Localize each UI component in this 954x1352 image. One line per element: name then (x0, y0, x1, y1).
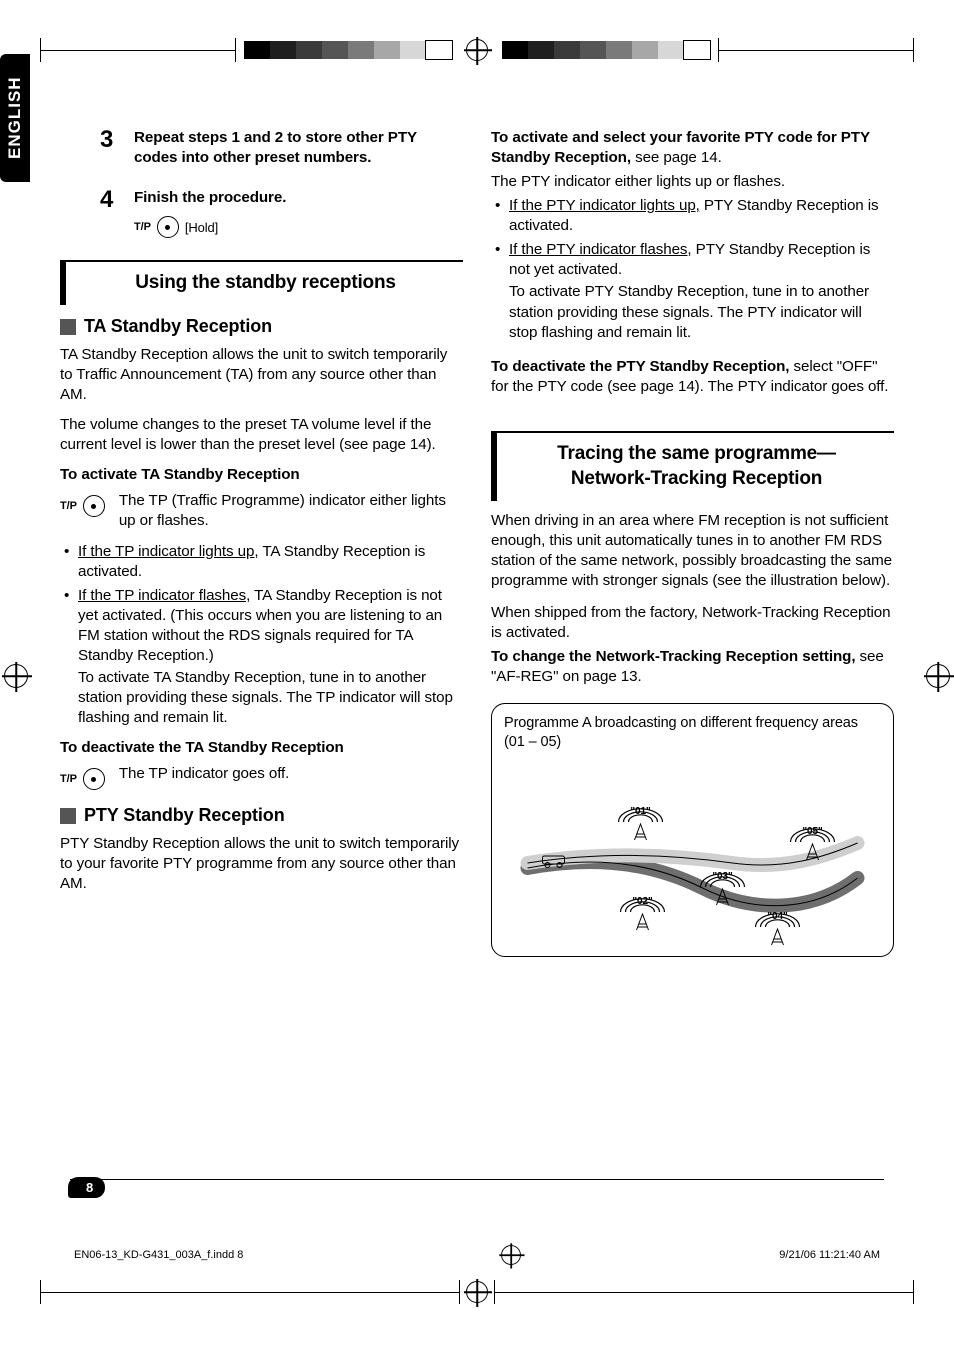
body-text: To activate TA Standby Reception, tune i… (78, 668, 463, 728)
section-standby-receptions: Using the standby receptions (60, 260, 463, 305)
subhead-ta: TA Standby Reception (60, 315, 463, 339)
color-swatches-left (244, 41, 452, 59)
diagram-svg: "01" "02" "03" "04" "05" (504, 758, 881, 948)
square-bullet-icon (60, 319, 76, 335)
body-text: The PTY indicator either lights up or fl… (491, 172, 894, 192)
svg-text:"03": "03" (712, 871, 733, 882)
button-icon (83, 495, 105, 517)
color-swatches-right (502, 41, 710, 59)
body-text: When shipped from the factory, Network-T… (491, 603, 894, 643)
list-item: If the PTY indicator flashes, PTY Standb… (491, 240, 894, 342)
frequency-diagram: Programme A broadcasting on different fr… (491, 703, 894, 957)
underlined-text: If the PTY indicator flashes, (509, 241, 692, 258)
footer-timestamp: 9/21/06 11:21:40 AM (779, 1249, 880, 1261)
list-item: If the TP indicator flashes, TA Standby … (60, 586, 463, 728)
step-number: 3 (100, 128, 120, 172)
subhead-pty: PTY Standby Reception (60, 804, 463, 828)
crop-marks-bottom (40, 1280, 914, 1304)
body-text: The TP (Traffic Programme) indicator eit… (119, 491, 463, 531)
section-title: Tracing the same programme— Network-Trac… (509, 441, 884, 491)
tp-label: T/P (60, 772, 77, 787)
underlined-text: If the TP indicator lights up, (78, 543, 258, 560)
body-text: To change the Network-Tracking Reception… (491, 647, 894, 687)
section-title: Using the standby receptions (78, 270, 453, 295)
tp-button-hold: T/P [Hold] (134, 216, 218, 238)
registration-mark-icon (466, 1281, 488, 1303)
underlined-text: If the TP indicator flashes, (78, 587, 250, 604)
underlined-text: If the PTY indicator lights up, (509, 197, 700, 214)
svg-text:"01": "01" (630, 806, 651, 817)
body-text: To activate PTY Standby Reception, tune … (509, 282, 894, 342)
tp-activate-row: T/P The TP (Traffic Programme) indicator… (60, 491, 463, 531)
list-item: If the PTY indicator lights up, PTY Stan… (491, 196, 894, 236)
button-icon (157, 216, 179, 238)
page-number: 8 (68, 1177, 105, 1198)
body-text: To deactivate the PTY Standby Reception,… (491, 357, 894, 397)
registration-mark-icon (501, 1245, 521, 1265)
step-number: 4 (100, 188, 120, 238)
step-title: Repeat steps 1 and 2 to store other PTY … (134, 128, 463, 168)
tp-deactivate-row: T/P The TP indicator goes off. (60, 764, 463, 790)
footer: EN06-13_KD-G431_003A_f.indd 8 9/21/06 11… (74, 1244, 880, 1266)
square-bullet-icon (60, 808, 76, 824)
footer-file: EN06-13_KD-G431_003A_f.indd 8 (74, 1249, 243, 1261)
registration-mark-icon (4, 664, 28, 688)
crop-marks-top (40, 38, 914, 62)
sub-subhead: To activate TA Standby Reception (60, 465, 463, 485)
body-text: PTY Standby Reception allows the unit to… (60, 834, 463, 894)
subhead-title: PTY Standby Reception (84, 804, 285, 828)
step-4: 4 Finish the procedure. T/P [Hold] (60, 188, 463, 238)
sub-subhead: To deactivate the TA Standby Reception (60, 738, 463, 758)
body-text: The TP indicator goes off. (119, 764, 463, 784)
body-text: TA Standby Reception allows the unit to … (60, 345, 463, 405)
list-item: If the TP indicator lights up, TA Standb… (60, 542, 463, 582)
registration-mark-icon (466, 39, 488, 61)
svg-text:"02": "02" (632, 896, 653, 907)
button-icon (83, 768, 105, 790)
step-3: 3 Repeat steps 1 and 2 to store other PT… (60, 128, 463, 172)
body-text: The volume changes to the preset TA volu… (60, 415, 463, 455)
tp-label: T/P (60, 499, 77, 514)
svg-text:"05": "05" (802, 826, 823, 837)
tp-label: T/P (134, 220, 151, 235)
body-text: To activate and select your favorite PTY… (491, 128, 894, 168)
body-text: When driving in an area where FM recepti… (491, 511, 894, 591)
hold-hint: [Hold] (185, 219, 218, 236)
registration-mark-icon (926, 664, 950, 688)
subhead-title: TA Standby Reception (84, 315, 272, 339)
footer-rule (70, 1179, 884, 1181)
diagram-caption: Programme A broadcasting on different fr… (504, 714, 881, 752)
svg-text:"04": "04" (767, 911, 788, 922)
step-title: Finish the procedure. (134, 188, 463, 208)
section-network-tracking: Tracing the same programme— Network-Trac… (491, 431, 894, 501)
language-tab: ENGLISH (0, 54, 30, 182)
